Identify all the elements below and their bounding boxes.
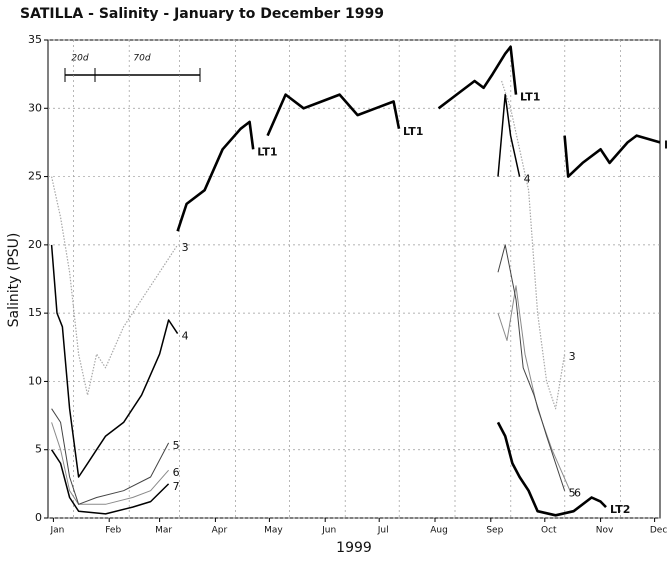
y-tick-label: 30: [28, 101, 42, 114]
series-line: [51, 244, 566, 505]
series-label: 6: [574, 487, 581, 500]
y-tick-label: 20: [28, 238, 42, 251]
x-tick-label: Jun: [321, 526, 336, 536]
x-tick-label: Sep: [486, 526, 503, 536]
x-tick-label: Aug: [430, 526, 448, 536]
series-label: LT1: [520, 91, 540, 104]
y-tick-label: 35: [28, 33, 42, 46]
y-tick-label: 5: [35, 443, 42, 456]
series-line: [176, 45, 661, 232]
series-line: [50, 93, 521, 478]
series-line: [50, 449, 170, 515]
x-tick-label: Jul: [377, 526, 389, 536]
x-tick-label: Apr: [212, 526, 228, 536]
series-line: [51, 80, 566, 410]
annotation: 70d: [133, 54, 150, 64]
series-label: 5: [173, 439, 180, 452]
series-label: 7: [173, 480, 180, 493]
series-label: LT1: [257, 145, 277, 158]
chart-title: SATILLA - Salinity - January to December…: [20, 6, 384, 22]
y-axis-label: Salinity (PSU): [6, 233, 22, 328]
x-tick-label: Oct: [541, 526, 557, 536]
series-label: LT1: [664, 138, 667, 151]
annotation: 20d: [71, 54, 88, 64]
x-tick-label: Nov: [596, 526, 614, 536]
y-tick-label: 0: [35, 511, 42, 524]
y-tick-label: 25: [28, 170, 42, 183]
series-label: 3: [569, 350, 576, 363]
x-tick-label: Mar: [155, 526, 172, 536]
series-label: 6: [173, 466, 180, 479]
x-tick-label: Dec: [650, 526, 667, 536]
series-label: LT2: [610, 503, 630, 516]
series-label: LT1: [403, 125, 423, 138]
y-tick-label: 10: [28, 374, 42, 387]
x-tick-label: May: [264, 526, 283, 536]
series-label: 4: [182, 330, 189, 343]
x-axis-label: 1999: [336, 540, 372, 556]
x-tick-label: Jan: [49, 526, 64, 536]
series-label: 3: [182, 241, 189, 254]
series-label: 4: [524, 173, 531, 186]
series-line: [496, 421, 607, 517]
series-label: 5: [569, 487, 576, 500]
y-tick-label: 15: [28, 306, 42, 319]
x-tick-label: Feb: [105, 526, 121, 536]
series-line: [51, 285, 571, 505]
